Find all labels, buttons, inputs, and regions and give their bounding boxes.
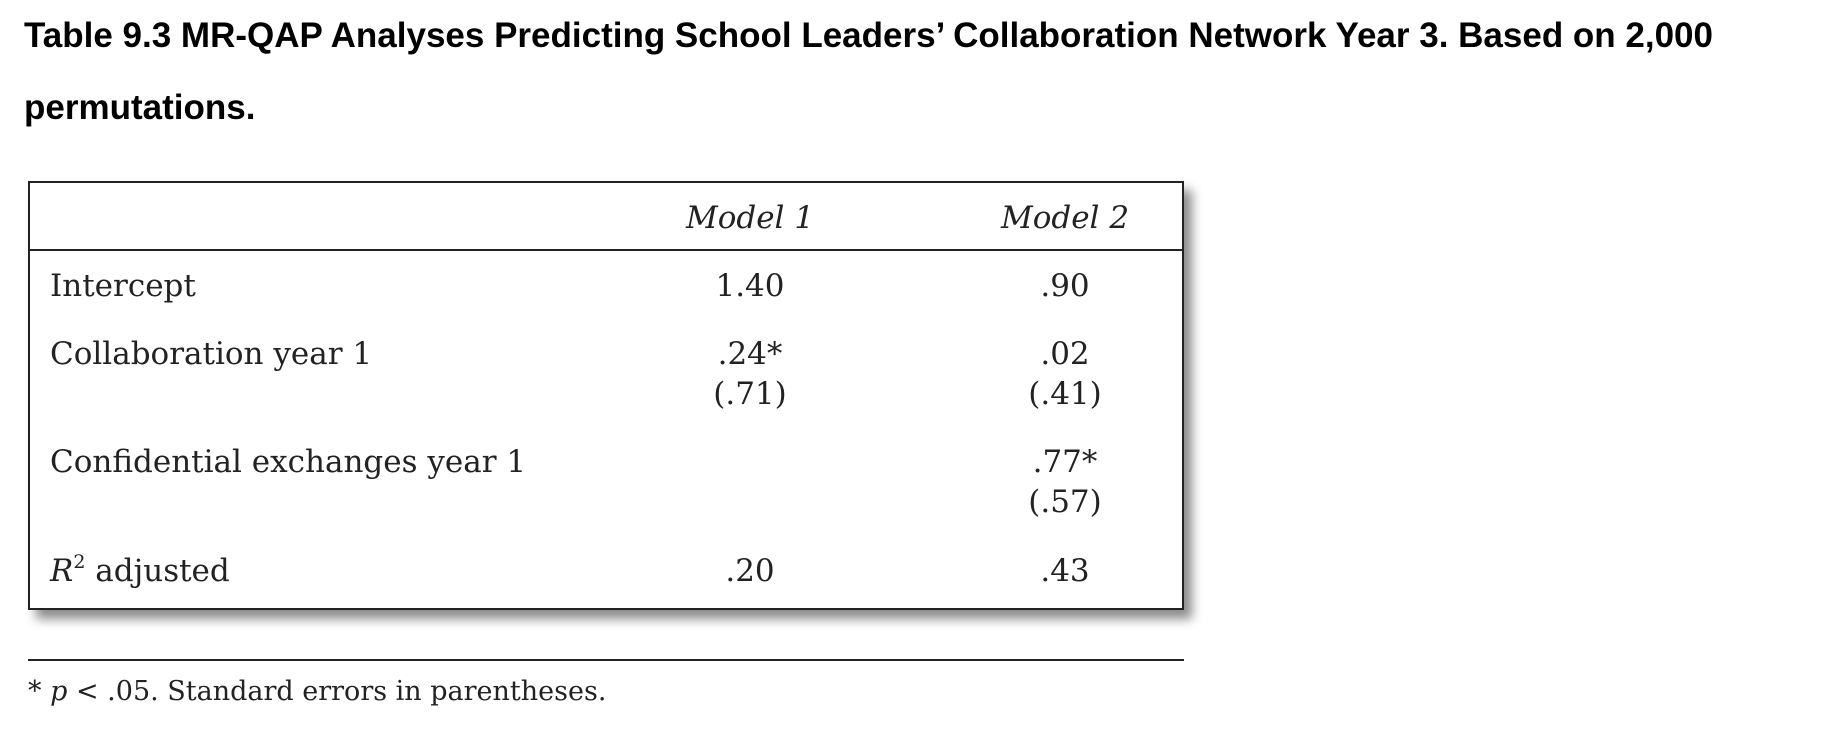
header-rule — [30, 249, 1182, 251]
caption-line-1: Table 9.3 MR-QAP Analyses Predicting Sch… — [24, 16, 1713, 55]
footnote-rule — [28, 659, 1184, 661]
row-label-r2-adjusted: R2 adjusted — [50, 551, 230, 591]
row-label-collaboration-year-1: Collaboration year 1 — [50, 336, 373, 372]
footnote-text: < .05. Standard errors in parentheses. — [67, 676, 607, 707]
intercept-model-1: 1.40 — [715, 268, 785, 304]
collaboration-model-2: .02 — [1040, 336, 1090, 372]
collaboration-model-1: .24* — [717, 336, 783, 372]
table-footnote: * p < .05. Standard errors in parenthese… — [28, 672, 606, 712]
row-label-intercept: Intercept — [50, 268, 196, 304]
regression-table: Model 1 Model 2 Intercept 1.40 .90 Colla… — [28, 181, 1184, 610]
r2-label-text: adjusted — [85, 553, 230, 589]
r2-superscript: 2 — [73, 551, 86, 573]
column-header-model-1: Model 1 — [685, 200, 815, 236]
column-header-model-2: Model 2 — [1000, 200, 1130, 236]
collaboration-model-1-se: (.71) — [713, 376, 787, 412]
caption-line-2: permutations. — [24, 88, 256, 127]
footnote-star: * — [28, 676, 42, 707]
row-label-confidential-exchanges-year-1: Confidential exchanges year 1 — [50, 444, 527, 480]
confidential-model-2-se: (.57) — [1028, 484, 1102, 520]
collaboration-model-2-se: (.41) — [1028, 376, 1102, 412]
intercept-model-2: .90 — [1040, 268, 1090, 304]
confidential-model-2: .77* — [1032, 444, 1098, 480]
r2-model-1: .20 — [725, 553, 775, 589]
footnote-p-symbol: p — [50, 676, 68, 707]
table-caption: Table 9.3 MR-QAP Analyses Predicting Sch… — [24, 0, 1824, 144]
r2-symbol: R — [50, 553, 74, 589]
r2-model-2: .43 — [1040, 553, 1090, 589]
